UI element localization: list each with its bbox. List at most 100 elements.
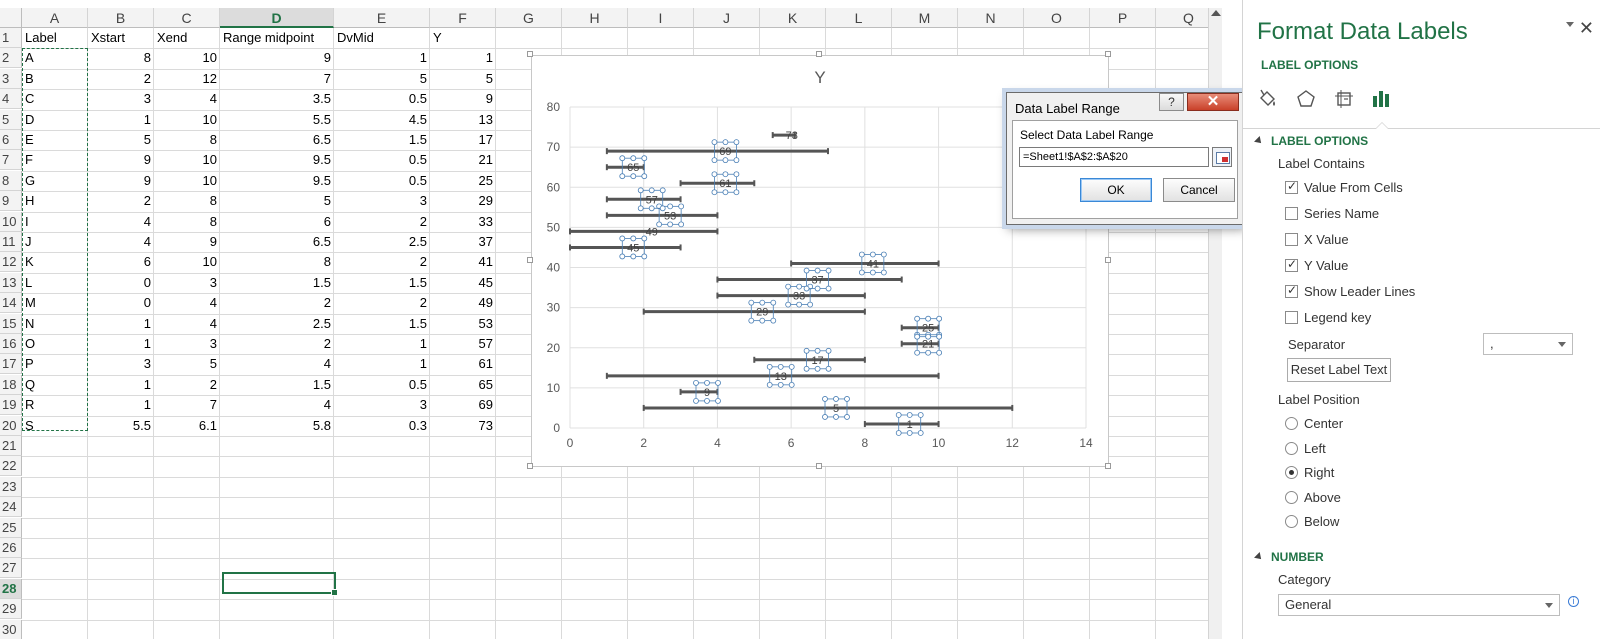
cell-f2[interactable]: 1 (485, 50, 493, 66)
column-header-f[interactable]: F (430, 8, 496, 28)
cancel-button[interactable]: Cancel (1163, 178, 1235, 202)
reset-label-text-button[interactable]: Reset Label Text (1287, 358, 1391, 382)
row-header-21[interactable]: 21 (0, 436, 22, 456)
range-input[interactable]: =Sheet1!$A$2:$A$20 (1019, 147, 1209, 167)
row-header-27[interactable]: 27 (0, 558, 22, 579)
cell-b18[interactable]: 1 (143, 376, 151, 392)
data-label[interactable]: 65 (627, 162, 639, 174)
row-header-24[interactable]: 24 (0, 497, 22, 518)
data-label[interactable]: 45 (627, 242, 639, 254)
column-header-d[interactable]: D (220, 8, 334, 28)
cell-a12[interactable]: K (25, 254, 34, 270)
data-label[interactable]: 33 (793, 291, 805, 303)
cell-b12[interactable]: 6 (143, 254, 151, 270)
cell-c19[interactable]: 7 (209, 397, 217, 413)
cell-a2[interactable]: A (25, 50, 34, 66)
row-header-10[interactable]: 10 (0, 211, 22, 232)
row-header-1[interactable]: 1 (0, 28, 22, 48)
chart-resize-handle[interactable] (1105, 463, 1111, 469)
data-label[interactable]: 49 (646, 226, 658, 238)
column-header-l[interactable]: L (826, 8, 892, 28)
row-header-14[interactable]: 14 (0, 293, 22, 314)
cell-b16[interactable]: 1 (143, 336, 151, 351)
cell-d5[interactable]: 5.5 (312, 111, 331, 127)
cell-c16[interactable]: 3 (209, 336, 217, 351)
cell-e17[interactable]: 1 (419, 356, 427, 372)
radio-left[interactable]: Left (1285, 441, 1326, 456)
help-button[interactable]: ? (1159, 93, 1184, 111)
label-options-bar-icon[interactable] (1370, 88, 1392, 110)
cell-f11[interactable]: 37 (478, 234, 493, 249)
cell-f14[interactable]: 49 (478, 295, 493, 311)
cell-f15[interactable]: 53 (478, 315, 493, 331)
cell-f1[interactable]: Y (433, 30, 442, 45)
cell-d1[interactable]: Range midpoint (223, 30, 315, 45)
cell-d15[interactable]: 2.5 (312, 315, 331, 331)
cell-d17[interactable]: 4 (323, 356, 331, 372)
cell-a9[interactable]: H (25, 193, 35, 209)
cell-e8[interactable]: 0.5 (408, 172, 427, 188)
radio-center[interactable]: Center (1285, 416, 1343, 431)
row-header-30[interactable]: 30 (0, 619, 22, 639)
cell-e9[interactable]: 3 (419, 193, 427, 209)
collapse-triangle-icon[interactable] (1254, 136, 1264, 146)
cell-e11[interactable]: 2.5 (408, 234, 427, 249)
cell-e16[interactable]: 1 (419, 336, 427, 351)
cell-b4[interactable]: 3 (143, 91, 151, 107)
cell-a13[interactable]: L (25, 274, 33, 290)
cell-a16[interactable]: O (25, 336, 36, 351)
row-header-17[interactable]: 17 (0, 354, 22, 375)
checkbox-series-name[interactable]: Series Name (1285, 206, 1379, 221)
cell-a19[interactable]: R (25, 397, 35, 413)
cell-a3[interactable]: B (25, 70, 34, 86)
cell-e20[interactable]: 0.3 (408, 417, 427, 433)
row-header-12[interactable]: 12 (0, 252, 22, 273)
chart-resize-handle[interactable] (1105, 257, 1111, 263)
column-header-e[interactable]: E (334, 8, 430, 28)
radio-icon[interactable] (1285, 417, 1298, 430)
cell-f7[interactable]: 21 (478, 152, 493, 168)
cell-d3[interactable]: 7 (323, 70, 331, 86)
column-header-k[interactable]: K (760, 8, 826, 28)
chart-resize-handle[interactable] (527, 51, 533, 57)
chart-resize-handle[interactable] (816, 51, 822, 57)
data-label[interactable]: 69 (719, 146, 731, 158)
chart-resize-handle[interactable] (1105, 51, 1111, 57)
cell-e12[interactable]: 2 (419, 254, 427, 270)
cell-f6[interactable]: 17 (478, 132, 493, 147)
row-header-6[interactable]: 6 (0, 130, 22, 150)
cell-a8[interactable]: G (25, 172, 36, 188)
data-label[interactable]: 73 (786, 130, 798, 142)
row-header-2[interactable]: 2 (0, 48, 22, 69)
column-header-m[interactable]: M (892, 8, 958, 28)
cell-c18[interactable]: 2 (209, 376, 217, 392)
checkbox-legend-key[interactable]: Legend key (1285, 310, 1371, 325)
cell-e2[interactable]: 1 (419, 50, 427, 66)
cell-e5[interactable]: 4.5 (408, 111, 427, 127)
cell-c11[interactable]: 9 (209, 234, 217, 249)
row-header-18[interactable]: 18 (0, 374, 22, 395)
column-header-a[interactable]: A (22, 8, 88, 28)
cell-d6[interactable]: 6.5 (312, 132, 331, 147)
cell-c2[interactable]: 10 (202, 50, 217, 66)
column-header-g[interactable]: G (496, 8, 562, 28)
cell-f3[interactable]: 5 (485, 70, 493, 86)
cell-e3[interactable]: 5 (419, 70, 427, 86)
row-header-13[interactable]: 13 (0, 272, 22, 293)
cell-a20[interactable]: S (25, 417, 34, 433)
cell-f10[interactable]: 33 (478, 213, 493, 229)
data-label[interactable]: 29 (756, 307, 768, 319)
cell-e19[interactable]: 3 (419, 397, 427, 413)
effects-pentagon-icon[interactable] (1295, 88, 1317, 110)
checkbox-icon[interactable] (1285, 179, 1298, 194)
radio-icon[interactable] (1285, 490, 1298, 504)
cell-e15[interactable]: 1.5 (408, 315, 427, 331)
cell-f4[interactable]: 9 (485, 91, 493, 107)
row-header-4[interactable]: 4 (0, 89, 22, 110)
pane-close-button[interactable]: ✕ (1578, 18, 1594, 38)
data-label[interactable]: 9 (704, 387, 710, 399)
row-header-23[interactable]: 23 (0, 476, 22, 497)
cell-d9[interactable]: 5 (323, 193, 331, 209)
cell-b5[interactable]: 1 (143, 111, 151, 127)
cell-b20[interactable]: 5.5 (132, 417, 151, 433)
